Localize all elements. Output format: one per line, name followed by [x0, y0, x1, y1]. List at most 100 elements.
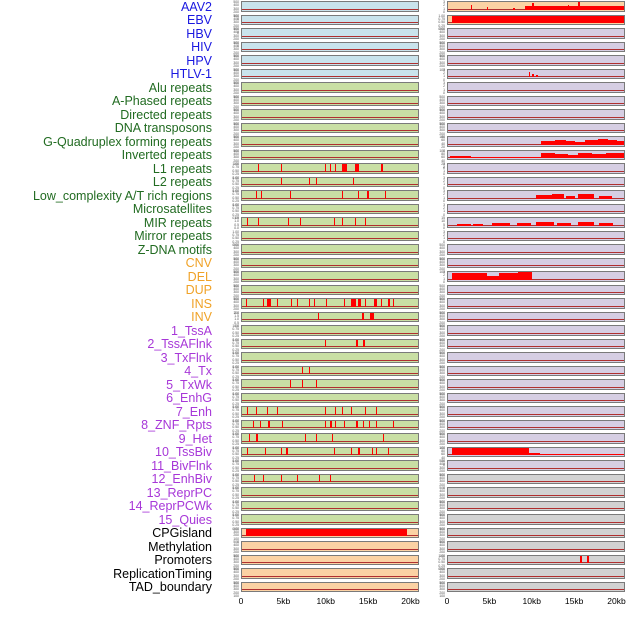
axis-tick-label: 0 — [237, 540, 239, 545]
signal-area — [514, 448, 529, 455]
panel-baseline — [242, 62, 418, 64]
track-row: EBV 500 400 300 200 100 0 1.00 0.75 0.50 0.25 0.00 — [0, 14, 630, 35]
signal-spike — [567, 5, 570, 10]
axis-tick-label: 40 — [441, 141, 445, 146]
axis-tick-label: 200 — [233, 23, 239, 28]
axis-tick-label: 300 — [439, 33, 445, 38]
track-label-inv: INV — [191, 310, 212, 324]
axis-ticks-left: 1.00 0.75 0.50 0.25 0.00 — [219, 513, 239, 530]
signal-mark — [331, 433, 333, 442]
axis-ticks-left: 500 400 300 200 100 — [219, 41, 239, 58]
axis-tick-label: 500 — [233, 27, 239, 31]
axis-tick-label: 400 — [233, 57, 239, 62]
axis-tick-label: 0.75 — [232, 233, 239, 237]
axis-tick-label: 0.00 — [232, 499, 239, 504]
axis-tick-label: 0 — [443, 212, 445, 217]
axis-tick-label: 400 — [439, 30, 445, 35]
axis-tick-label: 400 — [439, 489, 445, 494]
axis-tick-label: 1 — [443, 236, 445, 241]
axis-tick-label: 400 — [439, 98, 445, 102]
track-row: 10_TssBiv 1.00 0.75 0.50 0.25 0.00 100 80 60 40 20… — [0, 446, 630, 466]
axis-tick-label: 500 — [439, 243, 445, 247]
track-row: Alu repeats 500 400 300 200 100 3 2 1 0 — [0, 81, 630, 98]
signal-area — [497, 447, 515, 455]
axis-tick-label: 100 — [439, 418, 445, 423]
panel-baseline — [448, 292, 624, 293]
axis-tick-label: 1.00 — [232, 189, 239, 193]
track-label-del: DEL — [187, 269, 212, 284]
signal-mark — [382, 433, 384, 442]
signal-mark — [363, 420, 365, 428]
track-panel-left — [241, 514, 419, 525]
panel-baseline — [448, 332, 624, 334]
axis-tick-label: 0.75 — [232, 341, 239, 345]
axis-ticks-left: 1.5 1.0 0.5 0.0 — [219, 216, 239, 230]
axis-ticks-right: 80 60 40 20 0 — [425, 135, 445, 152]
axis-tick-label: 60 — [441, 138, 445, 143]
axis-tick-label: 100 — [439, 108, 445, 113]
track-row: 15_Quies 1.00 0.75 0.50 0.25 0.00 500 400 300 200… — [0, 513, 630, 530]
track-label-htlv-1: HTLV-1 — [170, 67, 212, 81]
axis-ticks-right: 500 400 300 200 100 — [425, 297, 445, 314]
axis-tick-label: 200 — [439, 523, 445, 528]
panel-baseline — [448, 238, 624, 239]
signal-area — [518, 271, 533, 280]
signal-mark — [317, 312, 319, 320]
signal-mark — [245, 298, 247, 307]
axis-tick-label: 0.50 — [232, 398, 239, 403]
track-row: INS 500 400 300 200 100 500 400 300 200 100 — [0, 297, 630, 314]
axis-tick-label: 0.50 — [232, 479, 239, 484]
panel-baseline — [242, 521, 418, 523]
axis-tick-label: 0.00 — [232, 445, 239, 450]
axis-ticks-right: 500 400 300 200 100 — [425, 419, 445, 436]
signal-mark — [358, 298, 362, 307]
signal-mark — [375, 420, 377, 428]
track-row: ReplicationTiming 500 400 300 200 100 500 400 30… — [0, 567, 630, 584]
panel-baseline — [242, 197, 418, 199]
axis-tick-label: 3 — [443, 270, 445, 274]
axis-tick-label: 200 — [439, 374, 445, 379]
axis-tick-label: 100 — [233, 108, 239, 113]
panel-baseline — [242, 265, 418, 266]
axis-tick-label: 100 — [439, 364, 445, 369]
panel-baseline — [448, 575, 624, 577]
axis-ticks-left: 500 400 300 200 100 — [219, 567, 239, 584]
axis-tick-label: 300 — [439, 330, 445, 335]
track-panel-right — [447, 230, 625, 241]
axis-tick-label: 0 — [443, 280, 445, 285]
axis-tick-label: 1.0 — [234, 219, 239, 224]
x-axis-tick: 10kb — [316, 596, 335, 606]
axis-tick-label: 200 — [439, 64, 445, 69]
track-panel-left — [241, 68, 419, 79]
axis-tick-label: 0.00 — [232, 364, 239, 369]
track-panel-left — [241, 352, 419, 363]
axis-tick-label: 0.50 — [232, 492, 239, 497]
signal-mark — [393, 298, 395, 307]
axis-tick-label: 400 — [233, 300, 239, 305]
track-panel-right — [447, 568, 625, 579]
track-panel-left — [241, 136, 419, 147]
panel-baseline — [448, 562, 624, 563]
track-panel-left — [241, 230, 419, 241]
track-panel-right — [447, 406, 625, 417]
signal-mark — [330, 163, 331, 172]
axis-tick-label: 300 — [439, 506, 445, 511]
axis-tick-label: 100 — [233, 553, 239, 558]
panel-baseline — [448, 184, 624, 185]
signal-mark — [266, 406, 268, 415]
signal-mark — [254, 474, 256, 482]
x-axis-right: 0 5kb 10kb 15kb 20kb — [445, 596, 626, 610]
axis-tick-label: 1 — [443, 168, 445, 173]
track-label-11-bivflnk: 11_BivFlnk — [151, 458, 212, 473]
axis-ticks-right: 500 400 300 200 100 — [425, 338, 445, 355]
track-row: L2 repeats 1.00 0.75 0.50 0.25 0.00 3 2 1 0 — [0, 175, 630, 193]
axis-ticks-left: 500 400 300 200 100 0 — [219, 14, 239, 35]
axis-tick-label: 300 — [233, 546, 239, 551]
axis-tick-label: 500 — [439, 540, 445, 544]
axis-ticks-left: 500 400 300 200 100 — [219, 257, 239, 274]
track-panel-left — [241, 109, 419, 120]
track-label-l2-repeats: L2 repeats — [152, 175, 212, 189]
axis-tick-label: 0.00 — [232, 202, 239, 207]
